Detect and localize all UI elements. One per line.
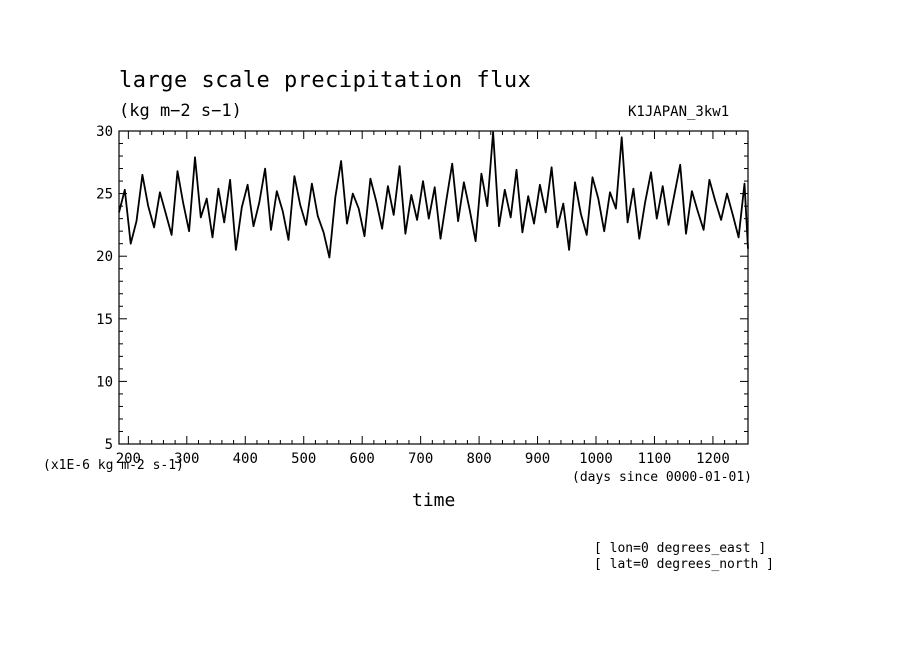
- x-tick-label: 700: [408, 451, 433, 467]
- x-axis-label: time: [412, 490, 456, 511]
- axis-ticks: [119, 130, 749, 445]
- info-lat: [ lat=0 degrees_north ]: [594, 557, 775, 572]
- x-tick-label: 500: [291, 451, 316, 467]
- x-tick-label: 1100: [638, 451, 672, 467]
- plot-frame: [118, 130, 749, 445]
- x-tick-label: 900: [525, 451, 550, 467]
- x-tick-label: 300: [174, 451, 199, 467]
- x-units-label: (days since 0000-01-01): [572, 470, 753, 485]
- y-tick-label: 15: [96, 312, 113, 328]
- info-lon: [ lon=0 degrees_east ]: [594, 541, 767, 556]
- x-tick-label: 600: [350, 451, 375, 467]
- y-tick-label: 5: [105, 437, 113, 453]
- y-tick-label: 10: [96, 374, 113, 390]
- series-lines: [118, 131, 749, 259]
- tick-labels: 5 10 15 20 25 30 200 300 400 500 600 700 800 900 1000 1…: [96, 124, 730, 467]
- x-tick-label: 200: [116, 451, 141, 467]
- y-tick-label: 25: [96, 187, 113, 203]
- y-multiplier-label: (x1E-6 kg m-2 s-1): [43, 458, 184, 473]
- x-tick-label: 400: [233, 451, 258, 467]
- x-tick-label: 800: [466, 451, 491, 467]
- chart-title: large scale precipitation flux: [119, 68, 532, 93]
- series-line: [118, 131, 749, 259]
- y-tick-label: 30: [96, 124, 113, 140]
- y-tick-label: 20: [96, 249, 113, 265]
- x-tick-label: 1000: [579, 451, 613, 467]
- x-tick-label: 1200: [696, 451, 730, 467]
- chart-units: (kg m−2 s−1): [119, 101, 242, 121]
- dataset-label: K1JAPAN_3kw1: [628, 104, 730, 120]
